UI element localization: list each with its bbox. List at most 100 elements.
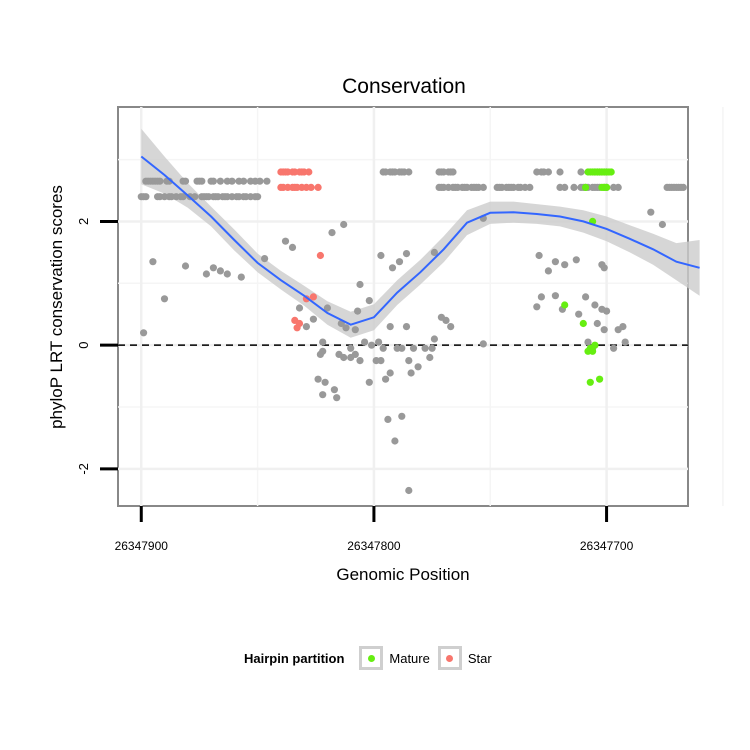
data-point-other bbox=[340, 220, 348, 229]
data-point-other bbox=[375, 338, 383, 346]
data-point-other bbox=[603, 307, 611, 315]
data-point-other bbox=[391, 437, 399, 445]
data-point-other bbox=[261, 255, 269, 263]
data-point-other bbox=[551, 258, 560, 266]
data-point-other bbox=[405, 486, 413, 495]
data-point-other bbox=[319, 391, 327, 399]
data-point-other bbox=[526, 183, 534, 191]
data-point-other bbox=[479, 340, 487, 348]
data-point-other bbox=[582, 293, 590, 301]
data-point-other bbox=[216, 177, 224, 185]
confidence-band-area bbox=[141, 128, 700, 338]
data-point-other bbox=[535, 251, 543, 260]
data-point-other bbox=[561, 261, 569, 269]
data-point-other bbox=[577, 168, 585, 176]
data-point-other bbox=[149, 258, 157, 266]
data-point-other bbox=[321, 378, 329, 386]
data-point-star bbox=[316, 251, 324, 260]
data-point-other bbox=[575, 310, 583, 318]
data-point-other bbox=[202, 270, 210, 278]
data-point-other bbox=[288, 243, 297, 251]
data-point-mature bbox=[579, 319, 587, 328]
data-point-other bbox=[600, 326, 608, 334]
y-tick-label: 0 bbox=[76, 342, 91, 349]
data-point-other bbox=[156, 177, 164, 185]
data-point-other bbox=[237, 273, 245, 281]
legend-title: Hairpin partition bbox=[244, 650, 345, 666]
data-point-mature bbox=[596, 375, 604, 383]
data-point-other bbox=[379, 344, 387, 352]
loess-line bbox=[140, 155, 700, 326]
legend: Hairpin partition Mature Star bbox=[244, 643, 500, 673]
data-point-other bbox=[479, 183, 487, 191]
x-tick-label: 26347900 bbox=[115, 539, 169, 553]
data-point-other bbox=[447, 323, 455, 331]
data-point-other bbox=[209, 264, 217, 272]
x-tick-label: 26347800 bbox=[347, 539, 401, 553]
data-point-other bbox=[537, 293, 546, 301]
data-point-other bbox=[340, 353, 348, 362]
data-point-other bbox=[256, 177, 264, 185]
data-point-star bbox=[314, 183, 322, 191]
axes: 26347900 26347800 26347700 -2 0 2 bbox=[76, 218, 688, 553]
data-point-other bbox=[544, 267, 553, 275]
data-point-other bbox=[402, 250, 411, 258]
data-point-other bbox=[377, 357, 385, 365]
legend-label-mature: Mature bbox=[389, 650, 430, 666]
data-point-other bbox=[679, 183, 687, 191]
data-point-other bbox=[556, 168, 564, 176]
legend-label-star: Star bbox=[467, 650, 492, 666]
data-point-star bbox=[295, 319, 304, 328]
data-point-other bbox=[428, 344, 436, 352]
data-point-other bbox=[402, 323, 411, 331]
data-point-other bbox=[421, 344, 429, 352]
data-point-other bbox=[356, 280, 364, 289]
chart-title: Conservation bbox=[342, 75, 466, 98]
data-point-other bbox=[314, 375, 322, 383]
data-point-other bbox=[198, 177, 206, 185]
data-point-other bbox=[647, 208, 655, 216]
data-point-other bbox=[386, 323, 394, 331]
data-point-other bbox=[572, 256, 580, 264]
data-point-other bbox=[228, 177, 236, 185]
data-point-other bbox=[351, 326, 359, 334]
confidence-band bbox=[141, 128, 700, 338]
data-point-other bbox=[302, 323, 310, 331]
data-point-other bbox=[319, 338, 327, 346]
data-point-other bbox=[263, 177, 271, 185]
data-point-other bbox=[614, 183, 622, 191]
data-point-mature bbox=[586, 378, 594, 386]
star-dot-icon bbox=[446, 654, 454, 662]
legend-key-mature bbox=[359, 646, 384, 670]
data-point-other bbox=[333, 394, 341, 402]
data-points bbox=[137, 168, 687, 495]
data-point-other bbox=[386, 369, 394, 377]
data-point-mature bbox=[591, 341, 599, 349]
data-point-other bbox=[365, 378, 373, 386]
data-point-other bbox=[140, 329, 148, 337]
data-point-other bbox=[365, 297, 373, 305]
data-point-other bbox=[354, 307, 362, 315]
data-point-mature bbox=[607, 168, 615, 176]
data-point-other bbox=[614, 326, 622, 334]
data-point-other bbox=[442, 316, 450, 324]
data-point-mature bbox=[561, 301, 569, 309]
data-point-other bbox=[600, 264, 608, 272]
smooth-line bbox=[140, 155, 700, 326]
data-point-other bbox=[342, 324, 350, 332]
data-point-other bbox=[382, 375, 390, 383]
y-tick-label: -2 bbox=[76, 463, 91, 475]
data-point-other bbox=[384, 415, 392, 423]
data-point-other bbox=[561, 183, 569, 191]
mature-dot-icon bbox=[367, 654, 375, 662]
data-point-other bbox=[216, 267, 224, 275]
data-point-other bbox=[356, 357, 364, 365]
data-point-other bbox=[377, 251, 385, 260]
data-point-other bbox=[209, 177, 217, 185]
data-point-other bbox=[295, 304, 304, 312]
y-tick-label: 2 bbox=[76, 218, 91, 225]
data-point-other bbox=[414, 363, 422, 371]
data-point-other bbox=[407, 369, 415, 377]
data-point-other bbox=[610, 344, 618, 352]
